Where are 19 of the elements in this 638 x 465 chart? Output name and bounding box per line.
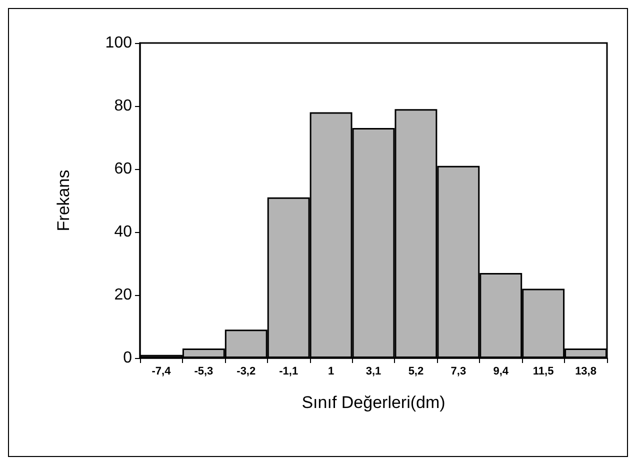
x-tick-label: 13,8 xyxy=(575,366,596,378)
x-tick-label: 7,3 xyxy=(450,366,466,378)
y-tick-label: 0 xyxy=(123,350,132,366)
y-tick-label: 60 xyxy=(114,160,132,178)
y-tick-label: 40 xyxy=(114,224,132,240)
x-axis-title: Sınıf Değerleri(dm) xyxy=(302,393,446,412)
x-tick-label: 11,5 xyxy=(532,366,554,378)
x-tick-label: 9,4 xyxy=(493,366,510,378)
x-tick-label: -5,3 xyxy=(194,366,214,378)
x-tick-label: -3,2 xyxy=(236,366,256,378)
y-tick-label: 80 xyxy=(114,98,132,114)
y-tick-label: 100 xyxy=(105,34,132,52)
y-tick-label: 20 xyxy=(114,286,132,304)
x-tick-label: -1,1 xyxy=(279,366,298,378)
x-tick-label: 5,2 xyxy=(408,366,424,378)
x-tick-label: -7,4 xyxy=(152,366,172,378)
y-axis-title: Frekans xyxy=(54,170,73,232)
x-tick-label: 3,1 xyxy=(366,366,382,378)
x-tick-label: 1 xyxy=(328,366,334,378)
